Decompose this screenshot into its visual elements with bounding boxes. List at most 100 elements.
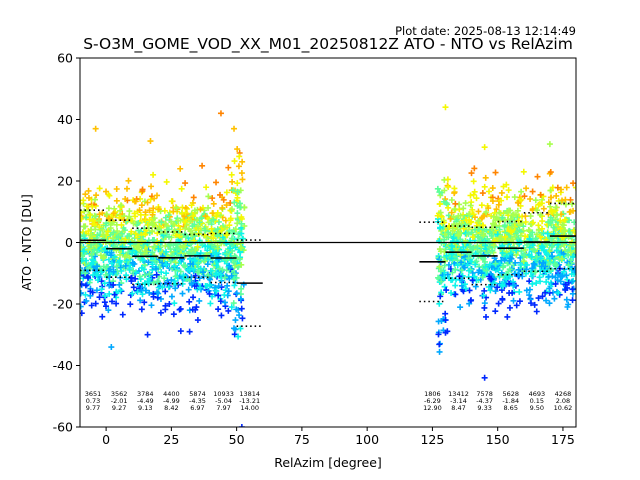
data-point — [481, 374, 488, 381]
data-point — [473, 258, 480, 265]
data-point — [225, 288, 232, 295]
data-point — [196, 219, 203, 226]
data-point — [437, 293, 444, 300]
data-point — [170, 220, 177, 227]
data-point — [149, 249, 156, 256]
data-point — [106, 192, 113, 199]
data-point — [537, 278, 544, 285]
data-point — [448, 196, 455, 203]
data-point — [231, 158, 238, 165]
data-point — [531, 301, 538, 308]
data-point — [448, 209, 455, 216]
bin-count-label: 10933 — [213, 390, 234, 398]
data-point — [80, 223, 87, 230]
data-point — [452, 245, 459, 252]
bin-count-label: 5874 — [189, 390, 206, 398]
data-point — [85, 187, 92, 194]
data-point — [469, 269, 476, 276]
bin-std-label: 7.97 — [216, 404, 230, 412]
data-point — [538, 200, 545, 207]
data-point — [537, 233, 544, 240]
data-point — [443, 287, 450, 294]
data-point — [484, 249, 491, 256]
data-point — [160, 232, 167, 239]
data-point — [217, 110, 224, 117]
data-point — [197, 265, 204, 272]
data-point — [215, 306, 222, 313]
data-point — [147, 196, 154, 203]
data-point — [207, 267, 214, 274]
data-point — [122, 196, 129, 203]
data-point — [543, 251, 550, 258]
bin-std-label: 14.00 — [240, 404, 259, 412]
data-point — [182, 209, 189, 216]
data-point — [125, 249, 132, 256]
data-point — [194, 269, 201, 276]
data-point — [130, 220, 137, 227]
data-point — [238, 424, 245, 427]
data-point — [554, 184, 561, 191]
data-point — [153, 265, 160, 272]
data-point — [150, 205, 157, 212]
data-point — [475, 269, 482, 276]
data-point — [569, 286, 576, 293]
chart-title: S-O3M_GOME_VOD_XX_M01_20250812Z ATO - NT… — [83, 35, 573, 54]
data-point — [539, 225, 546, 232]
data-point — [531, 261, 538, 268]
data-point — [529, 265, 536, 272]
data-point — [465, 230, 472, 237]
data-point — [510, 297, 517, 304]
data-point — [83, 297, 90, 304]
data-point — [537, 191, 544, 198]
data-point — [213, 262, 220, 269]
data-point — [236, 153, 243, 160]
data-point — [130, 267, 137, 274]
data-point — [80, 215, 85, 222]
data-point — [445, 183, 452, 190]
data-point — [182, 225, 189, 232]
data-point — [132, 198, 139, 205]
data-point — [499, 214, 506, 221]
data-point — [529, 188, 536, 195]
data-point — [111, 253, 118, 260]
data-point — [210, 235, 217, 242]
data-point — [83, 203, 90, 210]
data-point — [182, 180, 189, 187]
data-point — [481, 183, 488, 190]
data-point — [488, 225, 495, 232]
data-point — [568, 278, 575, 285]
data-point — [531, 269, 538, 276]
data-point — [123, 252, 130, 259]
data-point — [190, 213, 197, 220]
data-point — [228, 272, 235, 279]
data-point — [200, 269, 207, 276]
y-tick-label: -60 — [53, 420, 73, 435]
data-point — [553, 192, 560, 199]
data-point — [537, 211, 544, 218]
bin-count-label: 5628 — [502, 390, 519, 398]
data-point — [238, 305, 245, 312]
data-point — [486, 230, 493, 237]
data-point — [116, 251, 123, 258]
bin-mean-label: 0.73 — [86, 397, 100, 405]
data-point — [100, 255, 107, 262]
bin-mean-label: -6.29 — [424, 397, 441, 405]
bin-stat-lines — [80, 202, 576, 327]
data-point — [80, 244, 85, 251]
data-point — [558, 255, 565, 262]
data-point — [237, 295, 244, 302]
data-point — [194, 317, 201, 324]
data-point — [228, 171, 235, 178]
data-point — [473, 195, 480, 202]
data-point — [146, 271, 153, 278]
data-point — [533, 280, 540, 287]
data-point — [516, 227, 523, 234]
data-point — [470, 245, 477, 252]
data-point — [469, 206, 476, 213]
data-point — [523, 266, 530, 273]
bin-std-label: 10.62 — [554, 404, 573, 412]
data-point — [165, 284, 172, 291]
data-point — [108, 249, 115, 256]
